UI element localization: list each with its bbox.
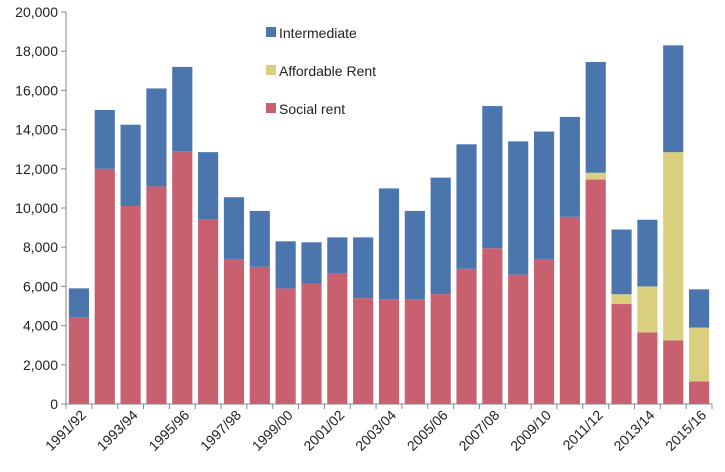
bar-social-rent <box>611 304 632 404</box>
bar-affordable-rent <box>663 152 684 341</box>
bar-intermediate <box>482 106 503 249</box>
bar-intermediate <box>146 88 167 187</box>
bar-social-rent <box>559 216 580 404</box>
bar-intermediate <box>198 152 219 220</box>
bar-social-rent <box>533 258 555 404</box>
bar-intermediate <box>585 61 606 173</box>
bar-affordable-rent <box>637 286 658 333</box>
bar-intermediate <box>508 141 529 275</box>
bar-intermediate <box>249 210 270 267</box>
bar-social-rent <box>482 248 503 404</box>
bar-intermediate <box>327 237 348 274</box>
x-tick-label: 2015/16 <box>662 407 709 454</box>
bar-intermediate <box>404 210 425 300</box>
bar-intermediate <box>430 177 451 295</box>
x-tick-label: 2007/08 <box>455 407 502 454</box>
x-tick-label: 2001/02 <box>300 407 347 454</box>
bar-intermediate <box>533 131 555 259</box>
y-tick-label: 12,000 <box>15 161 58 177</box>
bars <box>68 45 710 404</box>
legend-swatch <box>266 65 276 75</box>
x-tick-label: 2003/04 <box>352 407 399 454</box>
bar-affordable-rent <box>689 327 710 382</box>
bar-social-rent <box>404 299 425 404</box>
bar-intermediate <box>637 219 658 287</box>
bar-intermediate <box>120 124 141 207</box>
bar-intermediate <box>94 110 115 169</box>
bar-social-rent <box>275 288 296 404</box>
bar-social-rent <box>249 266 270 404</box>
y-axis: 0 2,000 4,000 6,000 8,000 10,000 12,000 14,000 1… <box>15 4 67 412</box>
y-tick-label: 6,000 <box>23 278 58 294</box>
x-tick-label: 2013/14 <box>610 407 657 454</box>
y-tick-label: 8,000 <box>23 239 58 255</box>
y-tick-label: 20,000 <box>15 4 58 20</box>
legend-label: Affordable Rent <box>279 63 376 79</box>
bar-social-rent <box>146 186 167 404</box>
bar-social-rent <box>327 273 348 404</box>
y-tick-label: 18,000 <box>15 43 58 59</box>
bar-social-rent <box>378 299 400 404</box>
x-tick-label: 1999/00 <box>249 407 296 454</box>
legend-swatch <box>266 27 276 37</box>
bar-intermediate <box>275 241 296 289</box>
y-tick-label: 16,000 <box>15 82 58 98</box>
bar-social-rent <box>120 206 141 404</box>
bar-intermediate <box>611 229 632 295</box>
x-tick-label: 1993/94 <box>94 407 141 454</box>
bar-social-rent <box>198 219 219 404</box>
x-tick-label: 1997/98 <box>197 407 244 454</box>
bar-social-rent <box>94 168 115 404</box>
x-tick-label: 2009/10 <box>507 407 554 454</box>
bar-intermediate <box>301 242 322 284</box>
bar-intermediate <box>689 289 710 328</box>
bar-intermediate <box>559 116 580 217</box>
bar-affordable-rent <box>585 172 606 180</box>
legend-label: Social rent <box>279 101 345 117</box>
y-tick-label: 2,000 <box>23 357 58 373</box>
y-tick-label: 0 <box>50 396 58 412</box>
bar-intermediate <box>223 197 245 259</box>
bar-intermediate <box>456 144 477 269</box>
x-tick-label: 1995/96 <box>145 407 192 454</box>
bar-social-rent <box>172 151 193 404</box>
bar-social-rent <box>223 258 245 404</box>
bar-social-rent <box>353 298 374 404</box>
bar-intermediate <box>663 45 684 153</box>
legend-swatch <box>266 103 276 113</box>
bar-social-rent <box>663 340 684 404</box>
legend: Intermediate Affordable Rent Social rent <box>266 25 376 117</box>
bar-social-rent <box>68 317 89 404</box>
bar-intermediate <box>378 188 400 300</box>
bar-affordable-rent <box>611 294 632 305</box>
bar-social-rent <box>430 294 451 404</box>
bar-social-rent <box>301 283 322 404</box>
bar-social-rent <box>456 268 477 404</box>
bar-social-rent <box>637 332 658 404</box>
bar-intermediate <box>353 237 374 299</box>
bar-intermediate <box>68 288 89 318</box>
y-tick-label: 4,000 <box>23 318 58 334</box>
bar-social-rent <box>689 381 710 404</box>
bar-social-rent <box>508 274 529 404</box>
bar-social-rent <box>585 179 606 404</box>
legend-label: Intermediate <box>279 25 357 41</box>
y-tick-label: 10,000 <box>15 200 58 216</box>
x-tick-label: 2005/06 <box>404 407 451 454</box>
x-axis: 1991/92 1993/94 1995/96 1997/98 1999/00 2001/… <box>42 403 713 454</box>
bar-intermediate <box>172 66 193 152</box>
y-tick-label: 14,000 <box>15 122 58 138</box>
x-tick-label: 2011/12 <box>559 407 606 454</box>
x-tick-label: 1991/92 <box>42 407 89 454</box>
